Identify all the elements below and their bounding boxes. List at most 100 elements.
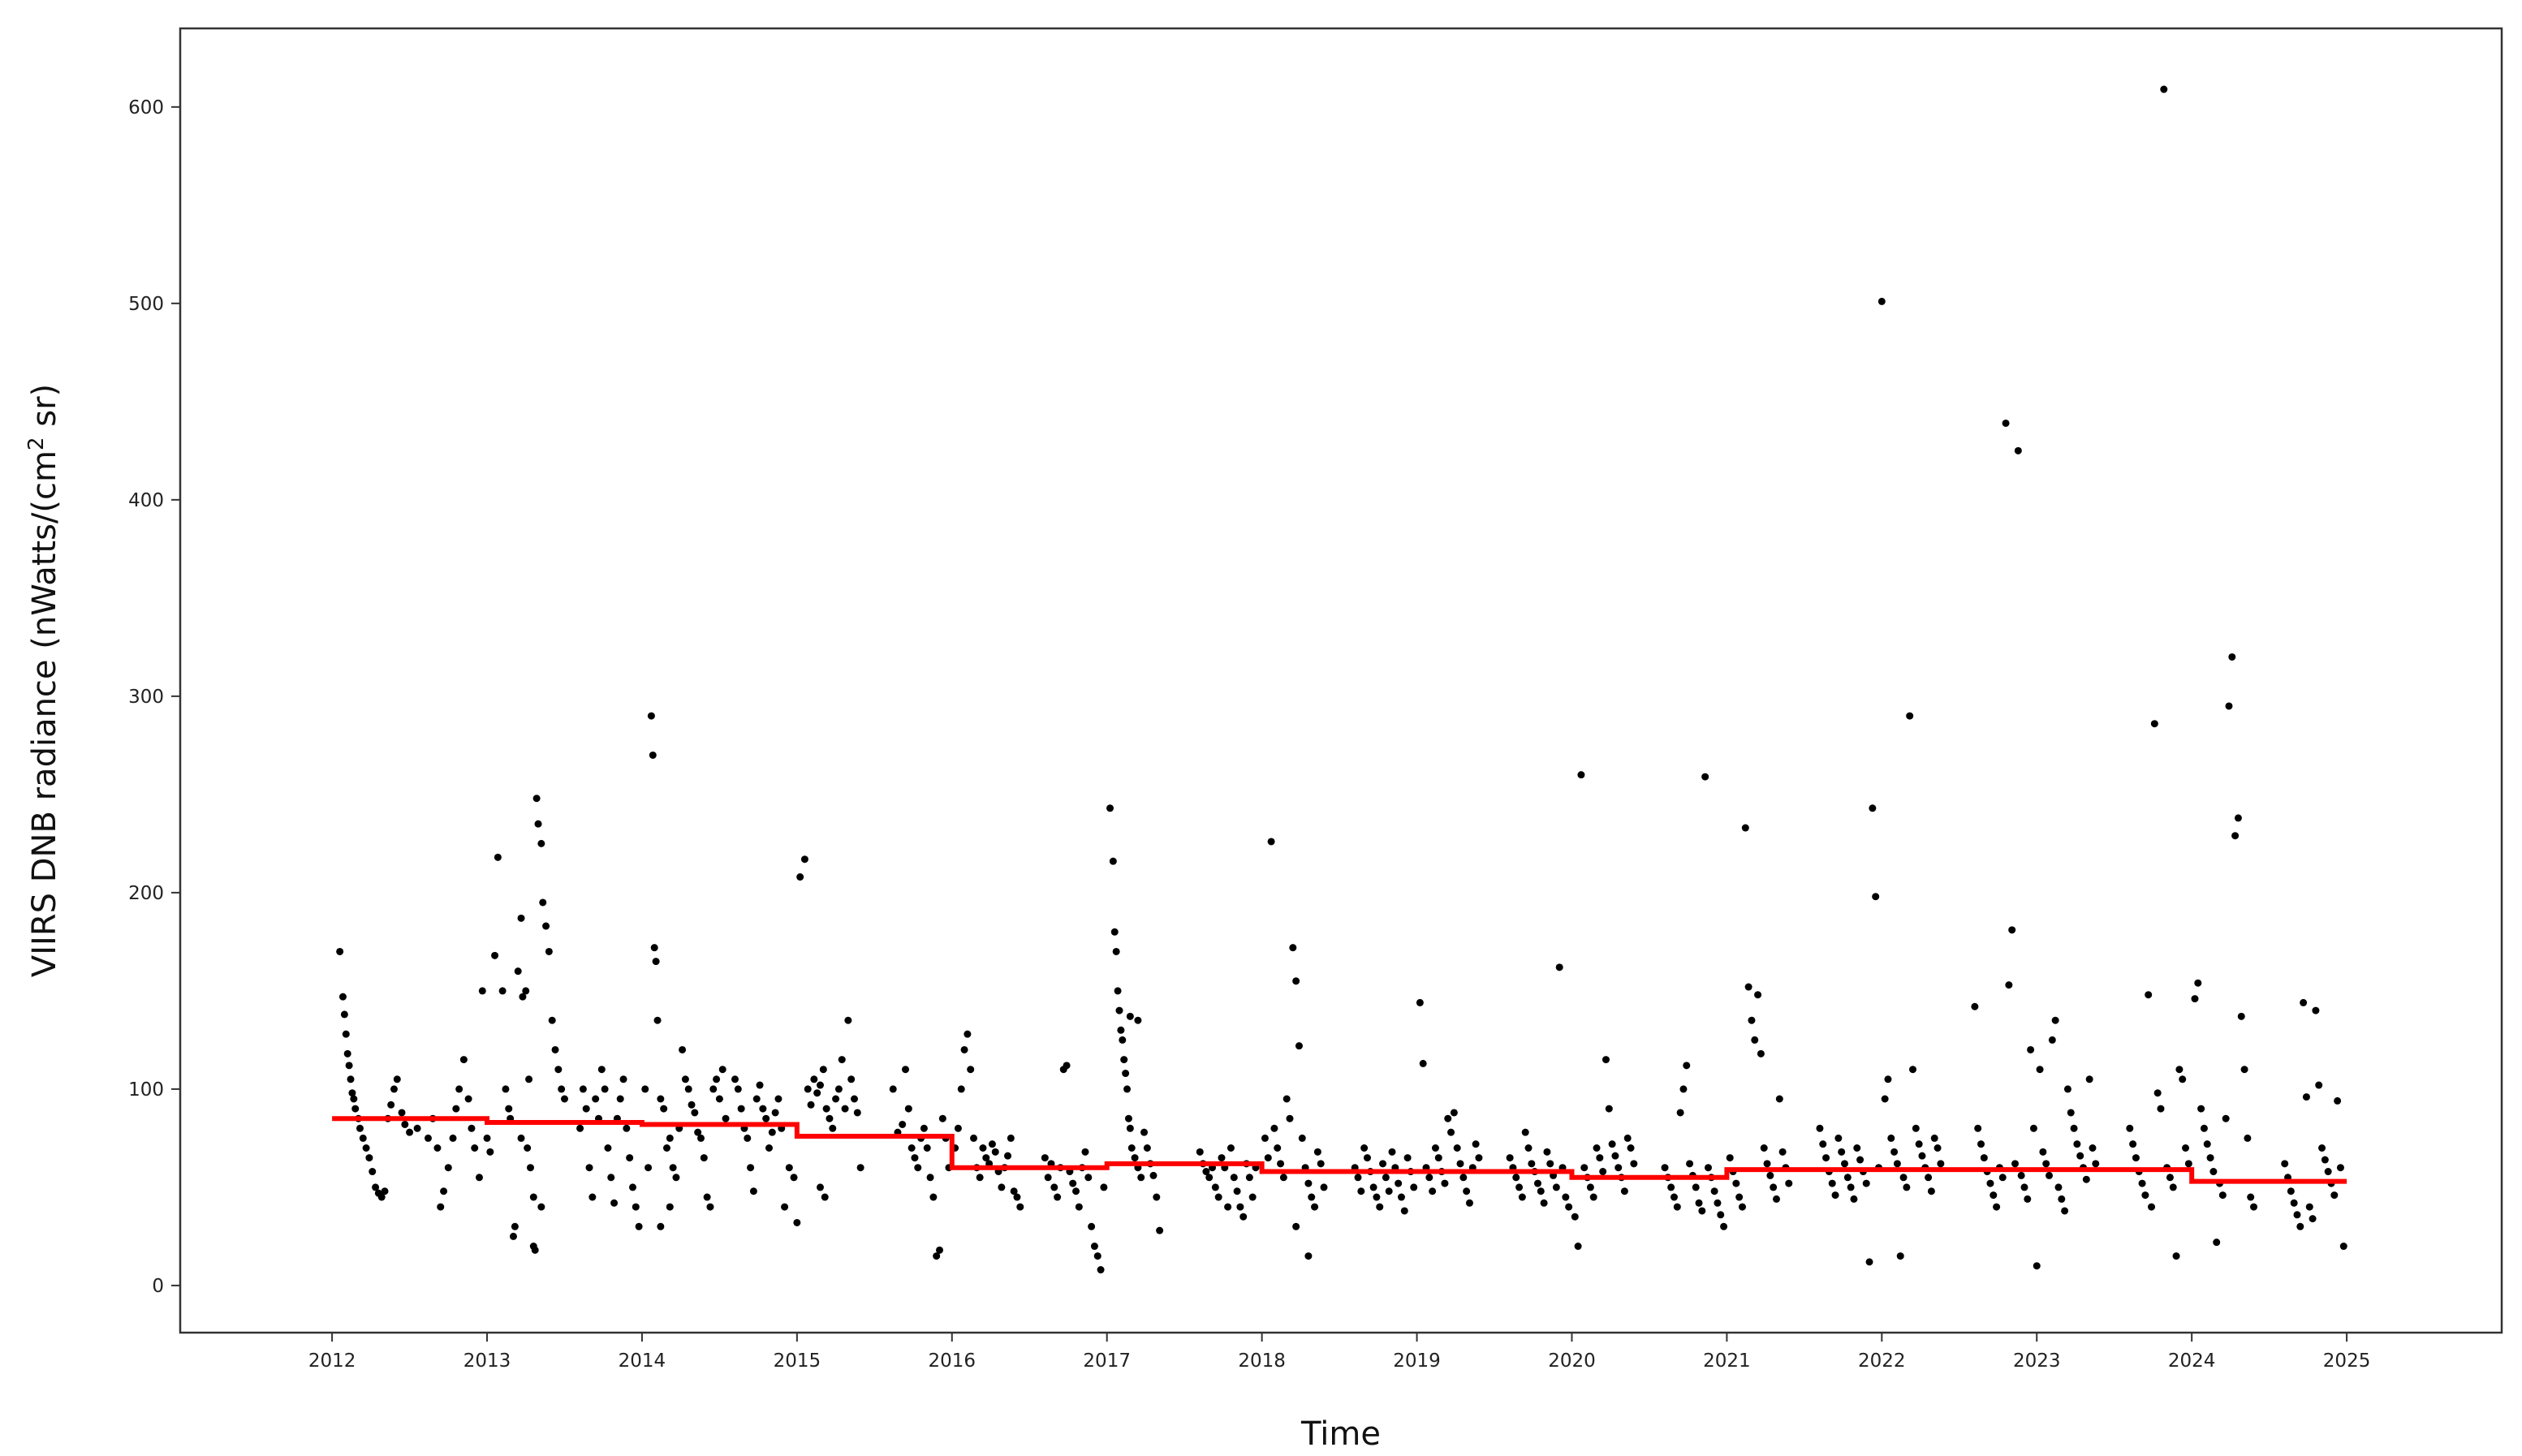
data-point	[832, 1095, 840, 1103]
data-point	[1695, 1199, 1703, 1207]
data-point	[1890, 1148, 1899, 1156]
data-point	[2011, 1160, 2020, 1168]
data-point	[2324, 1168, 2332, 1176]
data-point	[1704, 1164, 1712, 1172]
data-point	[537, 1203, 545, 1211]
data-point	[524, 1144, 532, 1152]
data-point	[1843, 1174, 1852, 1182]
annual-mean-steps	[332, 1116, 2347, 1184]
data-point	[1081, 1148, 1089, 1156]
data-point	[781, 1203, 789, 1211]
y-tick-label: 200	[128, 883, 164, 904]
data-point	[1828, 1179, 1836, 1187]
data-point	[1524, 1144, 1533, 1152]
data-point	[390, 1085, 398, 1093]
data-point	[2138, 1179, 2146, 1187]
data-point	[657, 1095, 665, 1103]
data-point	[976, 1174, 984, 1182]
data-point	[641, 1085, 649, 1093]
y-axis-title-superscript: 2	[24, 437, 49, 450]
data-point	[1425, 1174, 1433, 1182]
data-point	[2237, 1012, 2245, 1020]
data-point	[841, 1105, 849, 1113]
data-point	[914, 1164, 922, 1172]
data-point	[2027, 1045, 2035, 1053]
data-point	[1431, 1144, 1439, 1152]
data-point	[954, 1124, 962, 1132]
data-point	[2209, 1168, 2218, 1176]
data-point	[2150, 720, 2158, 728]
data-point	[747, 1164, 755, 1172]
data-point	[475, 1174, 483, 1182]
y-axis: 0 100 200 300 400 500 600	[128, 97, 180, 1297]
data-point	[1063, 1062, 1071, 1070]
data-point	[1602, 1056, 1610, 1064]
data-point	[1698, 1207, 1706, 1215]
x-tick-label: 2015	[774, 1350, 821, 1372]
x-tick-label: 2022	[1858, 1350, 1906, 1372]
data-point	[1543, 1148, 1551, 1156]
data-point	[1881, 1095, 1889, 1103]
data-point	[1376, 1203, 1384, 1211]
data-point	[731, 1075, 739, 1083]
data-point	[2132, 1154, 2140, 1162]
data-point	[387, 1101, 395, 1109]
data-point	[2063, 1085, 2071, 1093]
data-point	[2085, 1075, 2093, 1083]
data-point	[1512, 1174, 1520, 1182]
data-point	[2300, 998, 2308, 1006]
data-point	[2014, 446, 2022, 454]
data-point	[749, 1187, 757, 1195]
data-point	[1126, 1012, 1134, 1020]
data-point	[1267, 838, 1275, 846]
data-point	[923, 1144, 931, 1152]
x-tick-label: 2013	[463, 1350, 511, 1372]
data-point	[649, 751, 657, 759]
data-point	[991, 1148, 999, 1156]
data-point	[1822, 1154, 1830, 1162]
data-point	[1097, 1266, 1105, 1274]
data-point	[2145, 991, 2153, 999]
data-point	[1686, 1160, 1694, 1168]
data-point	[369, 1168, 377, 1176]
data-point	[1925, 1174, 1933, 1182]
data-point	[1239, 1213, 1248, 1221]
data-point	[1373, 1193, 1381, 1201]
data-point	[1317, 1160, 1325, 1168]
data-point	[2024, 1195, 2032, 1203]
data-point	[1090, 1243, 1098, 1251]
data-point	[494, 853, 502, 861]
data-point	[1050, 1183, 1058, 1191]
x-tick-label: 2025	[2323, 1350, 2371, 1372]
data-point	[509, 1232, 517, 1240]
data-point	[1041, 1154, 1049, 1162]
data-point	[2194, 979, 2202, 987]
data-point	[652, 958, 660, 966]
x-tick-label: 2020	[1548, 1350, 1596, 1372]
data-point	[2076, 1152, 2084, 1160]
data-point	[1853, 1144, 1861, 1152]
data-point	[851, 1095, 859, 1103]
data-point	[800, 855, 808, 864]
data-point	[1679, 1085, 1688, 1093]
y-tick-label: 500	[128, 294, 164, 315]
data-point	[1072, 1187, 1080, 1195]
data-point	[2148, 1203, 2156, 1211]
data-point	[1313, 1148, 1321, 1156]
data-point	[920, 1124, 928, 1132]
x-tick-label: 2012	[308, 1350, 356, 1372]
data-point	[1670, 1193, 1678, 1201]
data-point	[1382, 1174, 1390, 1182]
plot-frame	[179, 27, 2503, 1334]
data-point	[2312, 1006, 2320, 1014]
data-point	[666, 1134, 674, 1142]
data-point	[2029, 1124, 2037, 1132]
data-point	[785, 1164, 793, 1172]
y-tick-label: 400	[128, 490, 164, 511]
data-point	[1270, 1124, 1278, 1132]
data-point	[645, 1164, 653, 1172]
data-point	[498, 987, 507, 995]
data-point	[610, 1199, 619, 1207]
data-point	[502, 1085, 510, 1093]
